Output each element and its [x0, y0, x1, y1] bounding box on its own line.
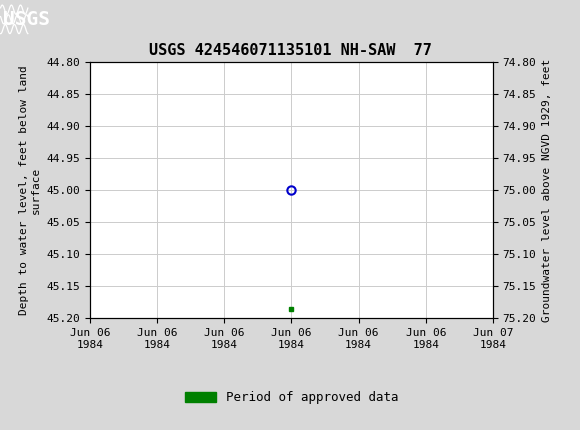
Y-axis label: Groundwater level above NGVD 1929, feet: Groundwater level above NGVD 1929, feet [542, 58, 552, 322]
Legend: Period of approved data: Period of approved data [180, 386, 403, 409]
Y-axis label: Depth to water level, feet below land
surface: Depth to water level, feet below land su… [19, 65, 41, 315]
Text: USGS: USGS [3, 10, 50, 29]
Text: USGS 424546071135101 NH-SAW  77: USGS 424546071135101 NH-SAW 77 [148, 43, 432, 58]
